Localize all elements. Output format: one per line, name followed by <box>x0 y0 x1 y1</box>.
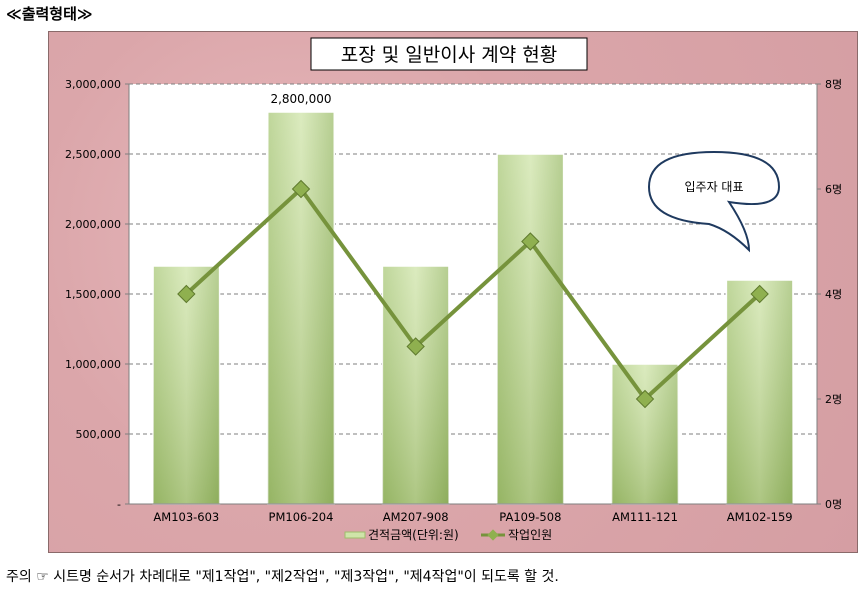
y2-tick-label: 4명 <box>825 288 842 301</box>
footer-note: 주의 ☞ 시트명 순서가 차례대로 "제1작업", "제2작업", "제3작업"… <box>6 569 559 585</box>
bar-shade <box>611 364 679 504</box>
data-label: 2,800,000 <box>270 92 331 106</box>
line-marker <box>291 179 311 199</box>
y2-tick-label: 2명 <box>825 393 842 406</box>
bar-shade <box>153 266 220 504</box>
y-axis-left: - 500,000 1,000,000 1,500,000 2,000,000 2,500… <box>65 78 130 511</box>
legend-label-line: 작업인원 <box>508 528 552 542</box>
y-tick-label: 3,000,000 <box>65 78 121 91</box>
chart-title-box <box>310 37 588 71</box>
x-tick-label: PA109-508 <box>499 510 561 524</box>
y2-tick-label: 6명 <box>825 183 842 196</box>
output-format-heading: ≪출력형태≫ <box>6 5 93 23</box>
x-tick-label: AM207-908 <box>383 510 449 524</box>
x-tick-label: AM111-121 <box>612 510 678 524</box>
line-series-group <box>177 179 769 409</box>
line-marker <box>521 232 540 251</box>
y-tick-label: 1,000,000 <box>65 358 121 371</box>
line-marker <box>635 389 655 409</box>
chart-area: 포장 및 일반이사 계약 현황 - 500,000 1,000,000 1,500,0… <box>48 31 858 553</box>
data-labels: 2,800,000 <box>270 92 331 106</box>
bar-shade <box>726 280 793 504</box>
y-tick-label: - <box>117 498 121 511</box>
y-tick-label: 500,000 <box>76 428 122 441</box>
y2-tick-label: 0명 <box>825 498 842 511</box>
chart-title: 포장 및 일반이사 계약 현황 <box>341 44 557 66</box>
callout-bubble <box>647 150 781 253</box>
bar-shade <box>497 154 564 504</box>
x-tick-label: AM102-159 <box>727 510 793 524</box>
line-marker <box>750 284 769 304</box>
series-line <box>184 187 762 401</box>
y2-tick-label: 8명 <box>825 78 842 91</box>
y-tick-label: 2,500,000 <box>65 148 121 161</box>
bar-shade <box>267 112 335 504</box>
x-tick-label: PM106-204 <box>269 510 334 524</box>
y-tick-label: 2,000,000 <box>65 218 121 231</box>
legend-label-bar: 견적금액(단위:원) <box>368 528 459 542</box>
line-marker <box>406 337 425 356</box>
y-tick-label: 1,500,000 <box>65 288 121 301</box>
legend-swatch-bar <box>344 531 366 539</box>
chart-svg: 포장 및 일반이사 계약 현황 - 500,000 1,000,000 1,500,0… <box>65 37 842 542</box>
callout-text: 입주자 대표 <box>684 180 743 194</box>
x-axis: AM103-603 PM106-204 AM207-908 PA109-508 AM11… <box>129 503 817 524</box>
legend: 견적금액(단위:원) 작업인원 <box>344 528 552 542</box>
line-marker <box>177 284 196 304</box>
x-tick-label: AM103-603 <box>153 510 219 524</box>
legend-swatch-marker <box>487 529 499 541</box>
bar-shade <box>382 266 449 504</box>
y-axis-right: 0명 2명 4명 6명 8명 <box>816 78 842 511</box>
